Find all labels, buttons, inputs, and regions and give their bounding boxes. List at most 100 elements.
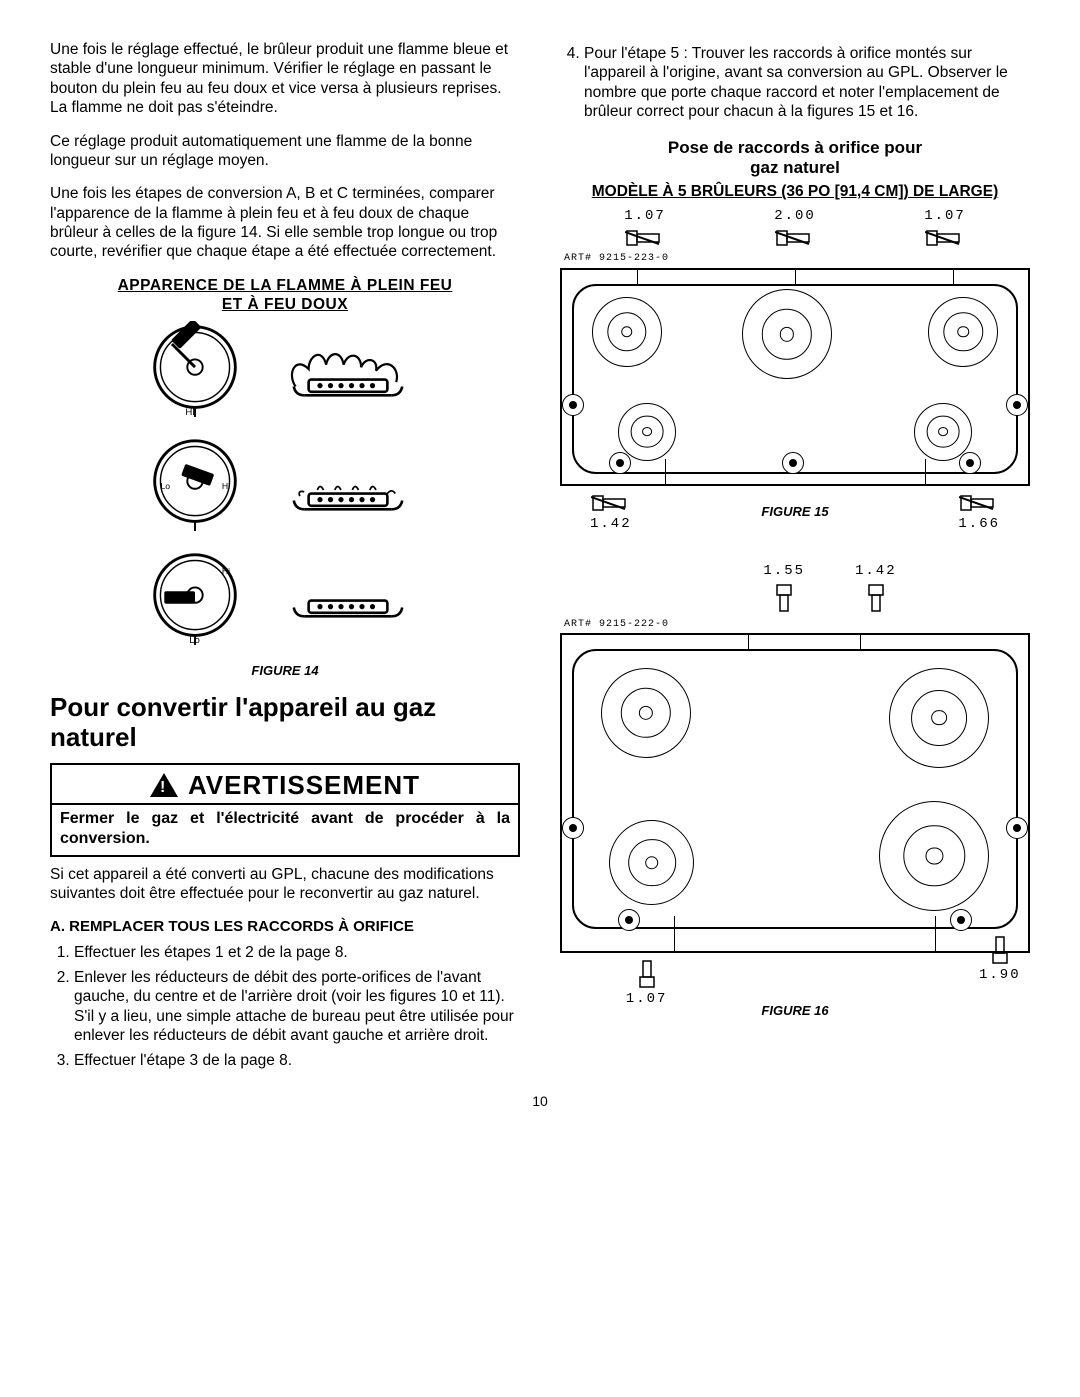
cooktop-knob [609,452,631,474]
flame-appearance-heading: APPARENCE DE LA FLAMME À PLEIN FEU ET À … [50,276,520,315]
fig16-orifice-top-2-value: 1.42 [855,563,897,581]
burner-rear-right [928,297,998,367]
cooktop-knob [950,909,972,931]
subheading-a: A. REMPLACER TOUS LES RACCORDS À ORIFICE [50,918,520,937]
orifice-fitting-icon [925,227,965,249]
fig16-top-orifice-row: 1.55 1.42 [560,563,1030,615]
svg-text:Lo: Lo [189,635,200,645]
cooktop-knob [562,394,584,416]
warning-title: AVERTISSEMENT [188,769,420,802]
lead-line [674,916,675,951]
orifice-fitting-vertical-icon [984,933,1016,965]
fig16-cooktop-inner [572,649,1018,929]
fig14-row-med: Lo Hi [115,435,455,531]
orifice-top-3-value: 1.07 [924,208,966,226]
orifice-fitting-icon [591,492,631,514]
orifice-top-3: 1.07 [924,208,966,250]
figure-14: HI [115,321,455,679]
orifice-fitting-icon [625,227,665,249]
fig14-row-lo: Lo Hi [115,549,455,645]
orifice-bot-2-value: 1.66 [958,516,1000,534]
left-column: Une fois le réglage effectué, le brûleur… [50,40,520,1083]
burner-center [742,289,832,379]
pose-heading-line1: Pose de raccords à orifice pour [668,138,922,157]
warning-header: AVERTISSEMENT [52,765,518,806]
fig14-row-hi: HI [115,321,455,417]
orifice-fitting-vertical-icon [768,583,800,615]
step-3: Effectuer l'étape 3 de la page 8. [74,1051,520,1070]
orifice-fitting-vertical-icon [631,957,663,989]
knob-hi-icon: HI [147,321,243,417]
fig16-cooktop-frame [560,633,1030,953]
fig16-orifice-bot-2-value: 1.90 [979,967,1021,985]
svg-text:Lo: Lo [160,480,170,490]
burner-front-right [914,403,972,461]
orifice-fitting-icon [959,492,999,514]
burner-flame-lo-icon [273,562,423,632]
cooktop-knob [782,452,804,474]
orifice-bot-2: 1.66 [958,492,1000,534]
paragraph-4: Si cet appareil a été converti au GPL, c… [50,865,520,904]
orifice-top-2: 1.42 [855,563,897,615]
section-title-convert-natural: Pour convertir l'appareil au gaz naturel [50,693,520,753]
orifice-top-1: 1.55 [763,563,805,615]
cooktop-knob [959,452,981,474]
burner-front-left [618,403,676,461]
burner-rear-left [592,297,662,367]
burner-flame-hi-icon [273,334,423,404]
figure-15: 1.07 2.00 1.07 ART# 9215-223-0 [560,208,1030,534]
orifice-bot-1-value: 1.42 [590,516,632,534]
warning-box: AVERTISSEMENT Fermer le gaz et l'électri… [50,763,520,858]
flame-heading-line2: ET À FEU DOUX [222,296,348,313]
paragraph-1: Une fois le réglage effectué, le brûleur… [50,40,520,118]
step-4: Pour l'étape 5 : Trouver les raccords à … [584,44,1030,122]
pose-heading-line2: gaz naturel [750,158,840,177]
cooktop-knob [1006,394,1028,416]
figure-16: 1.55 1.42 ART# 9215-222-0 [560,563,1030,1023]
fig15-art-number: ART# 9215-223-0 [560,253,1030,266]
paragraph-2: Ce réglage produit automatiquement une f… [50,132,520,171]
orifice-fitting-vertical-icon [860,583,892,615]
pose-heading: Pose de raccords à orifice pour gaz natu… [560,138,1030,179]
fig16-orifice-top-1-value: 1.55 [763,563,805,581]
warning-body-text: Fermer le gaz et l'électricité avant de … [52,805,518,855]
cooktop-knob [1006,817,1028,839]
fig15-cooktop-frame [560,268,1030,486]
fig16-orifice-bot-1: 1.07 [626,957,668,1009]
burner-front-left [609,820,694,905]
svg-text:HI: HI [185,407,195,417]
lead-line [935,916,936,951]
orifice-top-2-value: 2.00 [774,208,816,226]
page-number: 10 [50,1093,1030,1111]
figure-16-caption: FIGURE 16 [761,1003,828,1019]
steps-list-cont: Pour l'étape 5 : Trouver les raccords à … [560,44,1030,122]
lead-line [925,459,926,484]
fig16-orifice-bot-1-value: 1.07 [626,991,668,1009]
fig15-cooktop-inner [572,284,1018,474]
lead-line [665,459,666,484]
right-column: Pour l'étape 5 : Trouver les raccords à … [560,40,1030,1083]
figure-14-caption: FIGURE 14 [115,663,455,679]
figure-15-caption: FIGURE 15 [761,504,828,520]
orifice-bot-1: 1.42 [590,492,632,534]
orifice-top-2: 2.00 [774,208,816,250]
cooktop-knob [618,909,640,931]
step-1: Effectuer les étapes 1 et 2 de la page 8… [74,943,520,962]
flame-heading-line1: APPARENCE DE LA FLAMME À PLEIN FEU [118,277,453,294]
fig16-orifice-bot-2: 1.90 [979,933,1021,985]
warning-triangle-icon [150,773,178,797]
step-2: Enlever les réducteurs de débit des port… [74,968,520,1046]
svg-text:Hi: Hi [222,565,230,575]
two-column-layout: Une fois le réglage effectué, le brûleur… [50,40,1030,1083]
burner-rear-right [889,668,989,768]
cooktop-knob [562,817,584,839]
burner-front-right [879,801,989,911]
fig15-bottom-row: 1.42 FIGURE 15 1.66 [560,492,1030,534]
orifice-fitting-icon [775,227,815,249]
svg-text:Hi: Hi [222,480,230,490]
orifice-top-1-value: 1.07 [624,208,666,226]
steps-list: Effectuer les étapes 1 et 2 de la page 8… [50,943,520,1071]
burner-flame-med-icon [273,448,423,518]
burner-rear-left [601,668,691,758]
knob-lo-icon: Lo Hi [147,549,243,645]
